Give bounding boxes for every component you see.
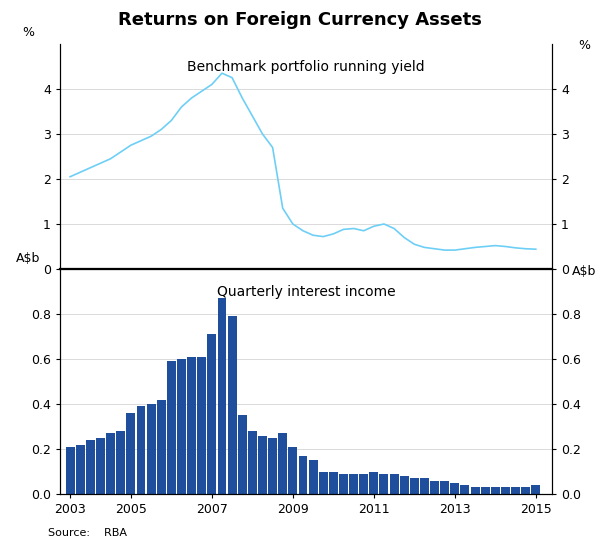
Y-axis label: %: % (22, 26, 34, 40)
Bar (127, 413, 136, 494)
Bar (65, 447, 74, 494)
Bar (370, 472, 378, 494)
Bar (116, 431, 125, 494)
Bar (86, 440, 95, 494)
Bar (208, 334, 217, 494)
Bar (359, 474, 368, 494)
Bar (339, 474, 348, 494)
Bar (440, 480, 449, 494)
Bar (218, 298, 226, 494)
Bar (451, 483, 459, 494)
Bar (430, 480, 439, 494)
Bar (227, 316, 236, 494)
Bar (349, 474, 358, 494)
Bar (157, 400, 166, 494)
Bar (258, 435, 267, 494)
Bar (460, 485, 469, 494)
Bar (278, 433, 287, 494)
Bar (106, 433, 115, 494)
Bar (329, 472, 338, 494)
Bar (268, 438, 277, 494)
Bar (146, 404, 155, 494)
Bar (289, 447, 297, 494)
Bar (379, 474, 388, 494)
Bar (521, 488, 530, 494)
Bar (319, 472, 328, 494)
Text: Source:    RBA: Source: RBA (48, 528, 127, 538)
Bar (248, 431, 257, 494)
Bar (511, 488, 520, 494)
Bar (187, 357, 196, 494)
Bar (177, 359, 186, 494)
Bar (76, 445, 85, 494)
Text: Returns on Foreign Currency Assets: Returns on Foreign Currency Assets (118, 11, 482, 29)
Y-axis label: A$b: A$b (16, 251, 40, 265)
Bar (420, 478, 429, 494)
Text: Quarterly interest income: Quarterly interest income (217, 285, 395, 299)
Bar (167, 361, 176, 494)
Y-axis label: A$b: A$b (572, 265, 596, 277)
Y-axis label: %: % (578, 40, 590, 52)
Bar (389, 474, 398, 494)
Bar (470, 488, 479, 494)
Bar (400, 476, 409, 494)
Text: Benchmark portfolio running yield: Benchmark portfolio running yield (187, 60, 425, 74)
Bar (96, 438, 105, 494)
Bar (491, 488, 500, 494)
Bar (481, 488, 490, 494)
Bar (137, 406, 145, 494)
Bar (197, 357, 206, 494)
Bar (299, 456, 307, 494)
Bar (532, 485, 540, 494)
Bar (410, 478, 419, 494)
Bar (501, 488, 510, 494)
Bar (238, 415, 247, 494)
Bar (308, 460, 317, 494)
